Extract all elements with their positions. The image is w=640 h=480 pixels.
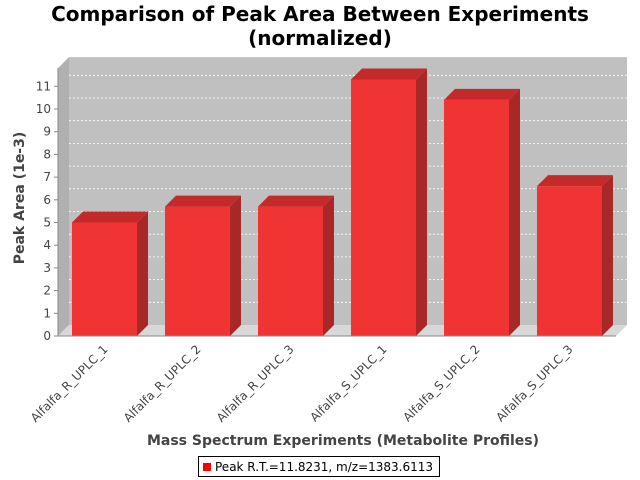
y-tick-label: 11 — [36, 79, 51, 93]
chart-title-line-1: Comparison of Peak Area Between Experime… — [51, 2, 589, 26]
bar-front — [351, 79, 416, 337]
x-tick-label: Alfalfa_S_UPLC_1 — [307, 342, 389, 424]
y-axis: 0 1 2 3 4 5 6 7 8 9 10 11 — [36, 68, 59, 343]
x-axis-title: Mass Spectrum Experiments (Metabolite Pr… — [147, 433, 539, 449]
y-tick-label: 5 — [43, 216, 51, 230]
bar-top — [165, 195, 241, 207]
bar-front — [165, 206, 230, 336]
legend: Peak R.T.=11.8231, m/z=1383.6113 — [198, 456, 440, 477]
bar-side — [137, 211, 148, 336]
x-tick-label: Alfalfa_R_UPLC_2 — [121, 342, 204, 425]
x-tick-label: Alfalfa_R_UPLC_1 — [28, 342, 111, 425]
y-tick-label: 7 — [43, 170, 51, 184]
chart-title-line-2: (normalized) — [248, 26, 392, 50]
bar-side — [323, 195, 334, 336]
bar-side — [416, 68, 427, 337]
y-tick-label: 8 — [43, 147, 51, 161]
bar-side — [602, 175, 613, 336]
bar-top — [444, 88, 520, 100]
bar-front — [444, 99, 509, 336]
bar-front — [72, 222, 137, 336]
bar-side — [230, 195, 241, 336]
bar-front — [537, 186, 602, 336]
bars — [72, 68, 613, 337]
y-tick-label: 9 — [43, 125, 51, 139]
x-tick-label: Alfalfa_R_UPLC_3 — [214, 342, 297, 425]
legend-swatch — [203, 462, 211, 471]
bar-front — [258, 206, 323, 336]
y-tick-label: 10 — [36, 102, 51, 116]
bar — [444, 88, 520, 336]
legend-label: Peak R.T.=11.8231, m/z=1383.6113 — [215, 459, 434, 474]
y-axis-title: Peak Area (1e-3) — [12, 132, 28, 265]
bar — [537, 175, 613, 336]
bar-side — [509, 88, 520, 336]
bar — [351, 68, 427, 337]
x-tick-label: Alfalfa_S_UPLC_3 — [493, 342, 575, 424]
y-tick-label: 3 — [43, 261, 51, 275]
bar-top — [258, 195, 334, 207]
plot-left-wall — [58, 57, 69, 336]
chart-title: Comparison of Peak Area Between Experime… — [0, 2, 640, 50]
bar-top — [537, 175, 613, 187]
x-tick-label: Alfalfa_S_UPLC_2 — [400, 342, 482, 424]
y-tick-label: 1 — [43, 306, 51, 320]
bar-top — [351, 68, 427, 80]
y-tick-label: 2 — [43, 284, 51, 298]
x-axis: Alfalfa_R_UPLC_1 Alfalfa_R_UPLC_2 Alfalfa_… — [28, 335, 616, 425]
bar — [258, 195, 334, 336]
bar-top — [72, 211, 148, 223]
bar — [165, 195, 241, 336]
y-tick-label: 4 — [43, 238, 51, 252]
bar — [72, 211, 148, 336]
y-tick-label: 0 — [43, 329, 51, 343]
y-tick-label: 6 — [43, 193, 51, 207]
